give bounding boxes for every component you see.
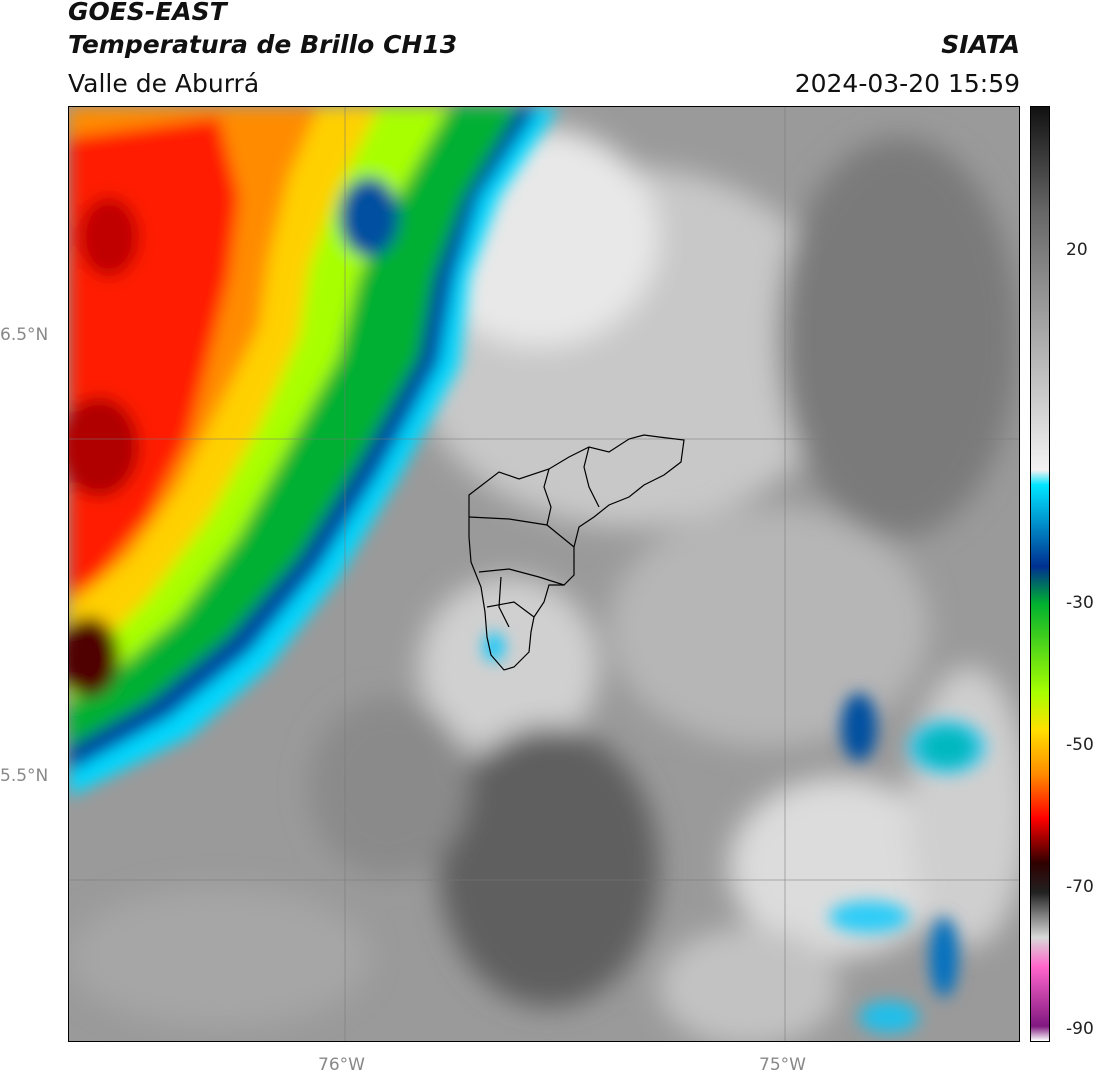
colorbar-tick-minus50: -50 xyxy=(1066,735,1094,755)
agency-label: SIATA xyxy=(941,30,1020,59)
brightness-temperature-map xyxy=(68,106,1020,1042)
temperature-colorbar xyxy=(1030,106,1050,1042)
map-canvas xyxy=(69,107,1019,1041)
lon-label-76w: 76°W xyxy=(318,1055,365,1075)
lat-label-5-5: 5.5°N xyxy=(0,766,49,786)
small-convective-cells xyxy=(484,633,987,1033)
colorbar-tick-20: 20 xyxy=(1066,240,1088,260)
lon-label-75w: 75°W xyxy=(759,1055,806,1075)
colorbar-tick-minus70: -70 xyxy=(1066,877,1094,897)
colorbar-tick-minus90: -90 xyxy=(1066,1019,1094,1039)
region-subtitle: Valle de Aburrá xyxy=(68,69,260,98)
cloud-shield xyxy=(69,107,559,797)
municipality-boundaries xyxy=(468,434,685,671)
datetime-label: 2024-03-20 15:59 xyxy=(794,69,1020,98)
lat-label-6-5: 6.5°N xyxy=(0,325,49,345)
colorbar-tick-minus30: -30 xyxy=(1066,593,1094,613)
graticule xyxy=(69,107,1019,1041)
satellite-title: GOES-EAST xyxy=(68,0,227,26)
product-title: Temperatura de Brillo CH13 xyxy=(68,30,458,59)
